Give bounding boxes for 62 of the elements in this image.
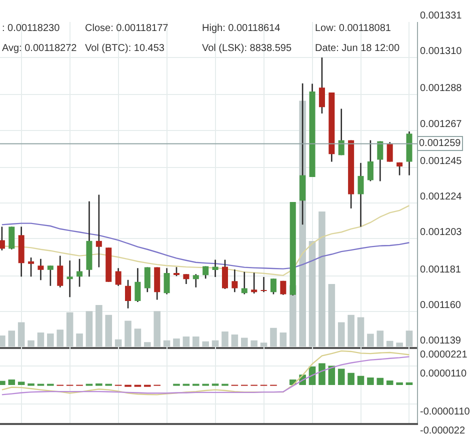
annotation: Close: 0.00118177	[85, 23, 169, 34]
y-tick-label: -0.000022	[420, 426, 466, 436]
annotation: Vol (BTC): 10.453	[85, 43, 165, 54]
bar	[376, 330, 384, 347]
y-tick-label: 0.001203	[420, 227, 462, 238]
bar	[96, 304, 102, 347]
bar	[86, 311, 93, 347]
y-tick-label: 0.001288	[420, 83, 462, 94]
bar	[280, 332, 287, 347]
bar	[202, 341, 209, 347]
y-tick-label: 0.001267	[420, 118, 462, 130]
bar	[28, 340, 34, 347]
bar	[154, 311, 160, 347]
annotation: High: 0.00118614	[202, 23, 281, 34]
bar	[56, 330, 64, 347]
bar	[192, 336, 200, 347]
bar	[144, 342, 151, 347]
bar	[357, 317, 364, 347]
bar	[260, 342, 268, 347]
bar	[396, 342, 403, 347]
bar	[250, 340, 258, 347]
annotation: Date: Jun 18 12:00	[315, 43, 400, 54]
bar	[76, 334, 83, 347]
y-tick-label: 0.0000221	[420, 349, 468, 360]
bar	[163, 340, 170, 347]
bar	[270, 328, 277, 347]
bar	[37, 332, 44, 347]
y-tick-label: 0.001181	[420, 264, 462, 276]
bar	[348, 314, 354, 347]
bar	[134, 328, 142, 347]
bar	[212, 340, 219, 347]
bar	[222, 332, 228, 347]
bar	[105, 314, 112, 347]
y-tick-label: 0.001331	[420, 10, 462, 22]
y-tick-label: 0.001139	[420, 335, 462, 346]
y-tick-label: 0.001160	[420, 300, 462, 311]
bar	[318, 211, 326, 347]
y-tick-label: 0.001245	[420, 156, 462, 167]
bar	[231, 334, 238, 347]
annotation: : 0.00118230	[2, 23, 60, 34]
bar	[367, 334, 374, 347]
bar	[8, 330, 16, 347]
bar	[182, 336, 190, 347]
bar	[124, 320, 132, 347]
annotation: Vol (LSK): 8838.595	[202, 43, 292, 54]
y-tick-label: 0.001310	[420, 46, 462, 58]
annotation: Low: 0.00118081	[315, 23, 392, 34]
bar	[173, 338, 180, 347]
bar	[18, 322, 25, 347]
bar	[338, 322, 345, 347]
bar	[328, 284, 336, 347]
annotation: Avg: 0.00118272	[2, 43, 78, 54]
y-tick-label: -0.0000110	[420, 406, 470, 418]
y-tick-label: 0.0000110	[420, 368, 467, 380]
bar	[240, 338, 248, 347]
bar	[114, 339, 122, 347]
bar	[406, 330, 413, 347]
bar	[47, 334, 54, 347]
y-tick-label: 0.001224	[420, 192, 462, 203]
ref-line-label: 0.001259	[419, 138, 462, 149]
bar	[66, 312, 74, 347]
bar	[308, 241, 316, 347]
